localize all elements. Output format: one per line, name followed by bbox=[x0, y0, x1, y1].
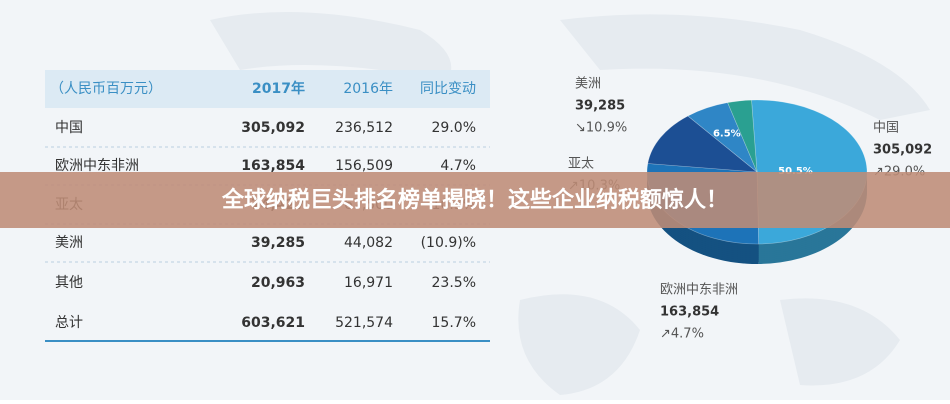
callout-name: 亚太 bbox=[568, 157, 594, 172]
callout-name: 欧洲中东非洲 bbox=[660, 283, 738, 298]
table-cell: 15.7% bbox=[432, 315, 476, 331]
callout-change: ↗4.7% bbox=[660, 327, 704, 342]
callout-change: ↘10.9% bbox=[575, 121, 627, 136]
pie-value-label: 6.5% bbox=[713, 129, 741, 140]
table-cell: 其他 bbox=[55, 275, 83, 291]
table-header-cell: 2016年 bbox=[343, 81, 393, 97]
table-cell: 4.7% bbox=[440, 158, 476, 174]
table-cell: (10.9)% bbox=[421, 235, 476, 251]
pie-value-label: 50.5% bbox=[778, 166, 813, 177]
callout-value: 163,854 bbox=[660, 305, 719, 320]
pie-slice bbox=[687, 102, 758, 173]
callout-name: 美洲 bbox=[575, 77, 601, 92]
table-cell: 中国 bbox=[55, 120, 83, 136]
table-cell: 29.0% bbox=[432, 120, 476, 136]
banner-title: 全球纳税巨头排名榜单揭晓！这些企业纳税额惊人！ bbox=[221, 187, 728, 213]
callout-value: 305,092 bbox=[873, 143, 932, 158]
table-cell: 521,574 bbox=[335, 315, 393, 331]
table-cell: 23.5% bbox=[432, 275, 476, 291]
table-header-cell: 同比变动 bbox=[420, 81, 476, 97]
pie-slice bbox=[727, 99, 758, 173]
table-cell: 44,082 bbox=[344, 235, 393, 251]
table-header-cell: （人民币百万元） bbox=[50, 81, 162, 97]
table-cell: 305,092 bbox=[241, 120, 305, 136]
table-cell: 欧洲中东非洲 bbox=[55, 158, 139, 174]
table-header-band bbox=[45, 70, 490, 108]
table-cell: 156,509 bbox=[335, 158, 393, 174]
table-cell: 603,621 bbox=[241, 315, 305, 331]
map-decoration bbox=[210, 12, 930, 395]
pie-slice bbox=[647, 115, 758, 173]
table-cell: 236,512 bbox=[335, 120, 393, 136]
table-header-cell: 2017年 bbox=[252, 80, 305, 97]
table-cell: 16,971 bbox=[344, 275, 393, 291]
table-cell: 总计 bbox=[55, 315, 83, 331]
callout-value: 39,285 bbox=[575, 99, 625, 114]
callout-name: 中国 bbox=[873, 121, 899, 136]
table-cell: 美洲 bbox=[55, 235, 83, 251]
table-cell: 39,285 bbox=[251, 235, 305, 251]
table-cell: 20,963 bbox=[251, 275, 305, 291]
table-cell: 163,854 bbox=[241, 158, 305, 174]
banner bbox=[0, 172, 950, 228]
